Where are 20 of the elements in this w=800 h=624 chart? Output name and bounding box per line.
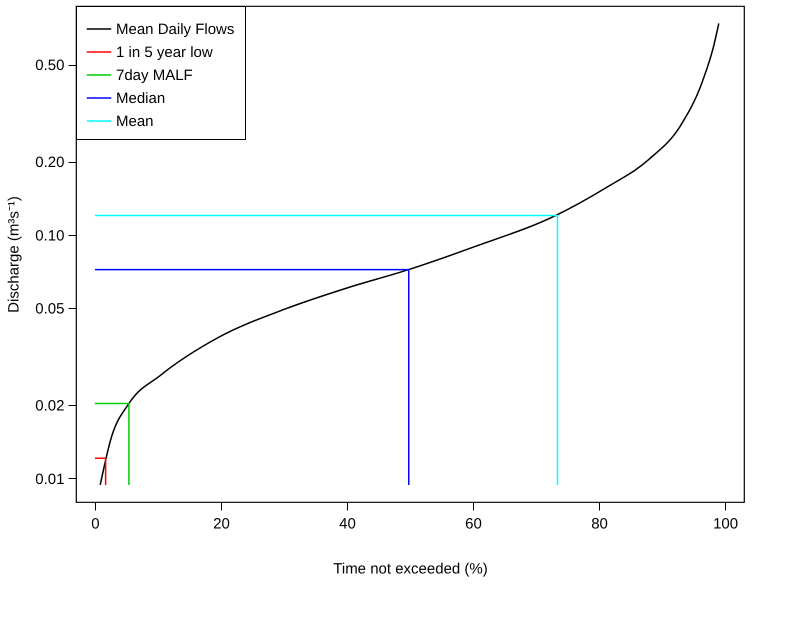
legend-label: Mean <box>116 113 154 130</box>
y-tick-label: 0.20 <box>35 154 64 172</box>
legend-label: 1 in 5 year low <box>116 44 213 61</box>
line-series <box>99 22 720 486</box>
x-tick-label: 60 <box>465 516 482 532</box>
x-tick-label: 80 <box>591 516 608 532</box>
legend-label: Median <box>116 90 166 107</box>
y-tick-label: 0.02 <box>35 398 64 415</box>
x-tick-label: 100 <box>713 516 738 532</box>
y-tick-label: 0.50 <box>35 57 64 74</box>
y-tick-label: 0.05 <box>35 300 64 318</box>
x-axis-title: Time not exceeded (%) <box>333 560 488 578</box>
x-tick-label: 20 <box>213 516 230 532</box>
x-tick-label: 40 <box>339 516 356 532</box>
legend-label: Mean Daily Flows <box>116 21 234 38</box>
y-tick-label: 0.10 <box>35 227 64 244</box>
y-axis-title: Discharge (m³s⁻¹) <box>5 196 22 313</box>
legend-label: 7day MALF <box>116 67 193 84</box>
y-tick-label: 0.01 <box>35 470 64 488</box>
x-tick-label: 0 <box>91 516 100 532</box>
